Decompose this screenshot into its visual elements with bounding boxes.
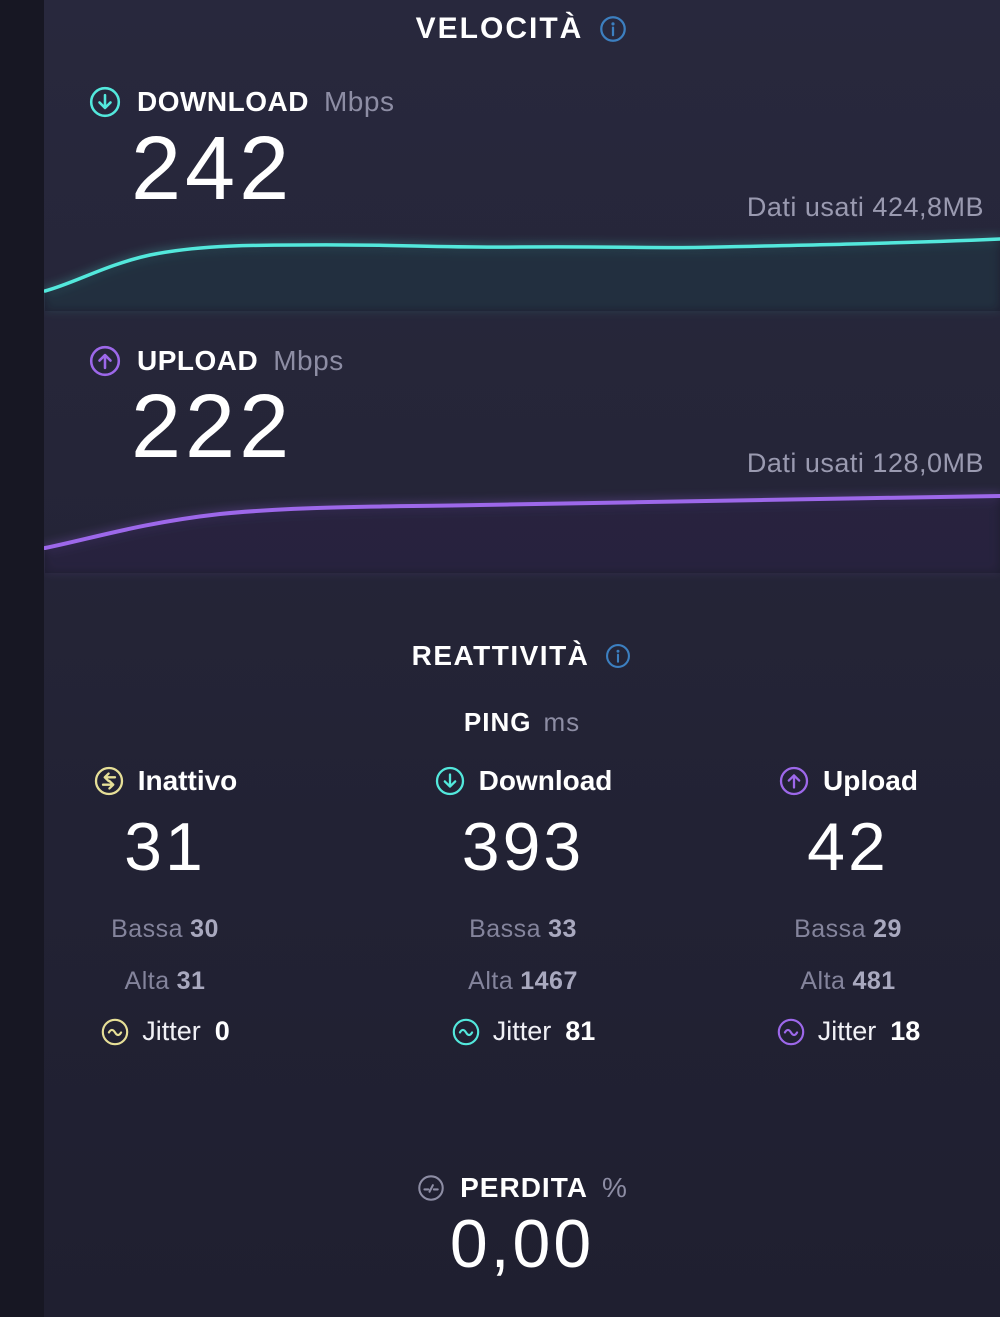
download-header: DOWNLOAD Mbps: [88, 85, 394, 119]
packet-loss-value: 0,00: [449, 1206, 595, 1282]
upload-high-value: 481: [852, 967, 896, 995]
download-unit: Mbps: [323, 86, 395, 117]
download-low-row: Bassa 33: [469, 915, 577, 944]
idle-jitter-label: Jitter: [142, 1016, 201, 1046]
speed-section-title: VELOCITÀ: [44, 12, 1000, 46]
ping-title: PING ms: [44, 707, 1000, 738]
speed-title-text: VELOCITÀ: [415, 12, 584, 45]
idle-column-header: Inattivo: [93, 765, 238, 797]
packet-loss-header: PERDITA %: [44, 1172, 1000, 1204]
download-high-label: Alta: [468, 967, 514, 995]
responsiveness-title-text: REATTIVITÀ: [411, 640, 590, 671]
upload-low-label: Bassa: [794, 915, 867, 943]
upload-header: UPLOAD Mbps: [88, 344, 344, 378]
ping-unit: ms: [543, 707, 581, 737]
idle-jitter-row: Jitter 0: [100, 1016, 230, 1047]
ping-column-download: Download 393 Bassa 33 Alta 1467 Jitter 81: [383, 765, 663, 1047]
download-speed-value: 242: [131, 119, 294, 219]
download-low-value: 33: [548, 915, 577, 943]
responsiveness-section-title: REATTIVITÀ: [44, 640, 1000, 672]
jitter-icon: [776, 1017, 806, 1047]
upload-ping-label: Upload: [823, 765, 918, 796]
packet-loss-icon: [416, 1173, 446, 1203]
download-jitter-row: Jitter 81: [451, 1016, 596, 1047]
idle-latency-icon: [93, 765, 125, 797]
jitter-icon: [451, 1017, 481, 1047]
upload-low-value: 29: [873, 915, 902, 943]
info-icon[interactable]: [604, 642, 632, 670]
download-jitter-label: Jitter: [492, 1016, 552, 1046]
upload-speed-graph: [43, 494, 1000, 573]
packet-loss-unit: %: [601, 1172, 628, 1203]
upload-high-row: Alta 481: [800, 967, 895, 996]
upload-data-used: Dati usati 128,0MB: [746, 448, 984, 478]
idle-ping-value: 31: [124, 809, 206, 885]
left-edge-strip: [0, 0, 44, 1317]
idle-high-label: Alta: [124, 967, 170, 995]
download-ping-header: Download: [434, 765, 613, 797]
ping-label: PING: [463, 707, 532, 737]
upload-jitter-label: Jitter: [817, 1016, 877, 1046]
upload-speed-value: 222: [131, 377, 294, 477]
download-arrow-icon: [434, 765, 466, 797]
idle-low-row: Bassa 30: [111, 915, 219, 944]
ping-column-idle: Inattivo 31 Bassa 30 Alta 31 Jitter 0: [25, 765, 305, 1047]
upload-arrow-icon: [778, 765, 810, 797]
upload-ping-header: Upload: [778, 765, 918, 797]
download-jitter-value: 81: [565, 1016, 596, 1046]
jitter-icon: [100, 1017, 130, 1047]
idle-high-value: 31: [176, 967, 206, 995]
upload-low-row: Bassa 29: [794, 915, 902, 944]
idle-label: Inattivo: [137, 765, 238, 796]
download-data-used: Dati usati 424,8MB: [746, 192, 984, 222]
info-icon[interactable]: [598, 14, 628, 44]
packet-loss-label: PERDITA: [460, 1172, 588, 1203]
download-ping-label: Download: [478, 765, 613, 796]
upload-high-label: Alta: [800, 967, 846, 995]
upload-jitter-value: 18: [890, 1016, 921, 1046]
upload-label: UPLOAD: [137, 345, 259, 376]
idle-jitter-value: 0: [214, 1016, 230, 1046]
download-ping-value: 393: [461, 809, 585, 885]
idle-high-row: Alta 31: [125, 967, 206, 996]
download-low-label: Bassa: [469, 915, 542, 943]
download-label: DOWNLOAD: [137, 86, 309, 117]
download-high-value: 1467: [520, 967, 578, 995]
upload-ping-value: 42: [807, 809, 889, 885]
upload-jitter-row: Jitter 18: [776, 1016, 921, 1047]
download-high-row: Alta 1467: [468, 967, 578, 996]
idle-low-label: Bassa: [111, 915, 184, 943]
upload-arrow-icon: [88, 344, 122, 378]
download-arrow-icon: [88, 85, 122, 119]
idle-low-value: 30: [190, 915, 219, 943]
download-speed-graph: [43, 237, 1000, 311]
upload-unit: Mbps: [273, 345, 344, 376]
ping-column-upload: Upload 42 Bassa 29 Alta 481 Jitter 18: [708, 765, 988, 1047]
